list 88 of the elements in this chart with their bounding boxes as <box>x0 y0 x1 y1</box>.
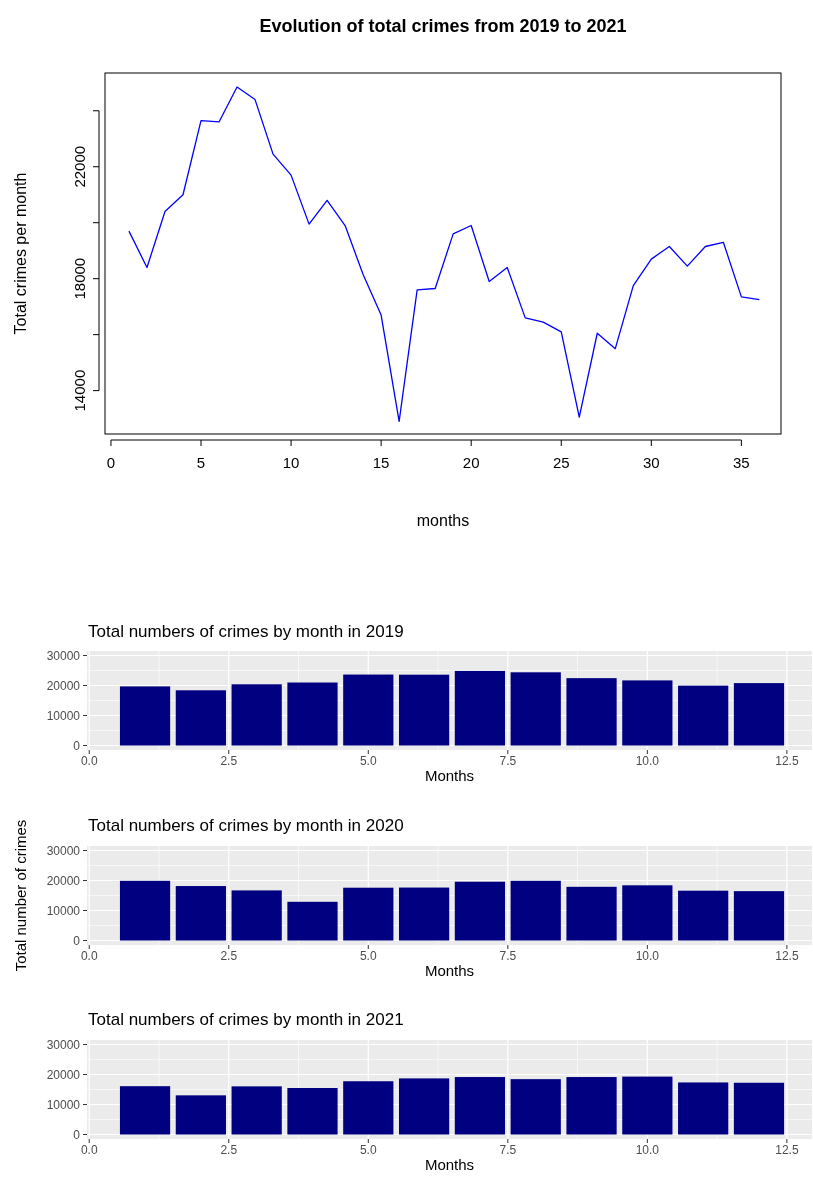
y-tick-label: 20000 <box>46 873 81 888</box>
x-tick-label: 15 <box>372 454 390 471</box>
bar <box>454 881 506 941</box>
x-tick-label: 10 <box>282 454 300 471</box>
bar <box>175 886 226 941</box>
x-tick-label: 0 <box>106 454 116 471</box>
bar <box>622 680 673 746</box>
x-tick-label: 35 <box>733 454 750 471</box>
x-tick-label: 7.5 <box>499 754 517 768</box>
bar <box>566 1077 617 1135</box>
y-tick-label: 30000 <box>46 1037 81 1052</box>
line-series <box>128 86 761 423</box>
bar <box>231 1086 282 1135</box>
bar <box>175 690 226 746</box>
x-axis-title: Months <box>424 767 475 784</box>
bar <box>510 672 561 746</box>
bar <box>119 880 171 941</box>
bar <box>231 890 282 941</box>
y-tick-label: 10000 <box>46 708 81 723</box>
x-tick-label: 0.0 <box>80 1143 98 1157</box>
x-tick-label: 5 <box>196 454 206 471</box>
bar <box>454 1077 506 1135</box>
y-tick-label: 10000 <box>46 903 81 918</box>
bar <box>231 684 282 746</box>
x-tick-label: 5.0 <box>359 949 377 963</box>
y-tick-label: 20000 <box>46 1067 81 1082</box>
bar <box>119 686 171 746</box>
bar <box>398 674 450 746</box>
x-tick-label: 30 <box>642 454 660 471</box>
bar <box>510 880 561 941</box>
x-tick-label: 0.0 <box>80 949 98 963</box>
x-tick-label: 20 <box>462 454 480 471</box>
chart-title: Total numbers of crimes by month in 2020 <box>88 816 404 835</box>
bar <box>454 670 506 746</box>
y-axis-title: Total crimes per month <box>12 172 29 335</box>
bar <box>733 683 785 746</box>
x-tick-label: 10.0 <box>635 754 660 768</box>
x-tick-label: 5.0 <box>359 754 377 768</box>
y-tick-label: 0 <box>73 738 81 753</box>
x-axis-title: Months <box>424 1156 475 1173</box>
bar <box>398 887 450 941</box>
x-tick-label: 2.5 <box>220 949 238 963</box>
x-tick-label: 12.5 <box>775 1143 799 1157</box>
y-tick-label: 18000 <box>71 257 88 300</box>
bar <box>343 674 394 746</box>
y-tick-label: 0 <box>73 1127 81 1142</box>
x-tick-label: 12.5 <box>775 949 799 963</box>
x-tick-label: 7.5 <box>499 1143 517 1157</box>
bar <box>398 1078 450 1135</box>
bar <box>287 682 338 746</box>
chart-title: Total numbers of crimes by month in 2019 <box>88 622 404 641</box>
x-tick-label: 10.0 <box>635 1143 660 1157</box>
y-tick-label: 22000 <box>71 145 88 188</box>
bar <box>622 885 673 941</box>
y-tick-label: 14000 <box>71 369 88 412</box>
bar <box>733 891 785 941</box>
x-tick-label: 10.0 <box>635 949 660 963</box>
chart-title: Total numbers of crimes by month in 2021 <box>88 1010 404 1029</box>
bar <box>510 1079 561 1135</box>
chart-title: Evolution of total crimes from 2019 to 2021 <box>259 16 627 36</box>
x-tick-label: 0.0 <box>80 754 98 768</box>
x-tick-label: 25 <box>552 454 570 471</box>
x-tick-label: 12.5 <box>775 754 799 768</box>
y-tick-label: 30000 <box>46 648 81 663</box>
bar <box>343 887 394 941</box>
bar <box>343 1081 394 1135</box>
y-tick-label: 10000 <box>46 1097 81 1112</box>
bar <box>119 1086 171 1135</box>
y-tick-label: 20000 <box>46 678 81 693</box>
x-tick-label: 2.5 <box>220 1143 238 1157</box>
x-axis-title: months <box>416 512 470 529</box>
bar <box>678 890 729 941</box>
y-tick-label: 0 <box>73 933 81 948</box>
x-tick-label: 2.5 <box>220 754 238 768</box>
x-tick-label: 7.5 <box>499 949 517 963</box>
bar <box>566 678 617 746</box>
y-axis-title: Total number of crimes <box>12 819 29 972</box>
bar <box>678 1082 729 1135</box>
bar <box>566 886 617 941</box>
bar <box>175 1095 226 1135</box>
bar <box>733 1082 785 1135</box>
x-tick-label: 5.0 <box>359 1143 377 1157</box>
x-axis-title: Months <box>424 962 475 979</box>
y-tick-label: 30000 <box>46 843 81 858</box>
bar <box>622 1076 673 1135</box>
bar <box>287 1088 338 1135</box>
bar <box>287 901 338 941</box>
bar <box>678 685 729 746</box>
